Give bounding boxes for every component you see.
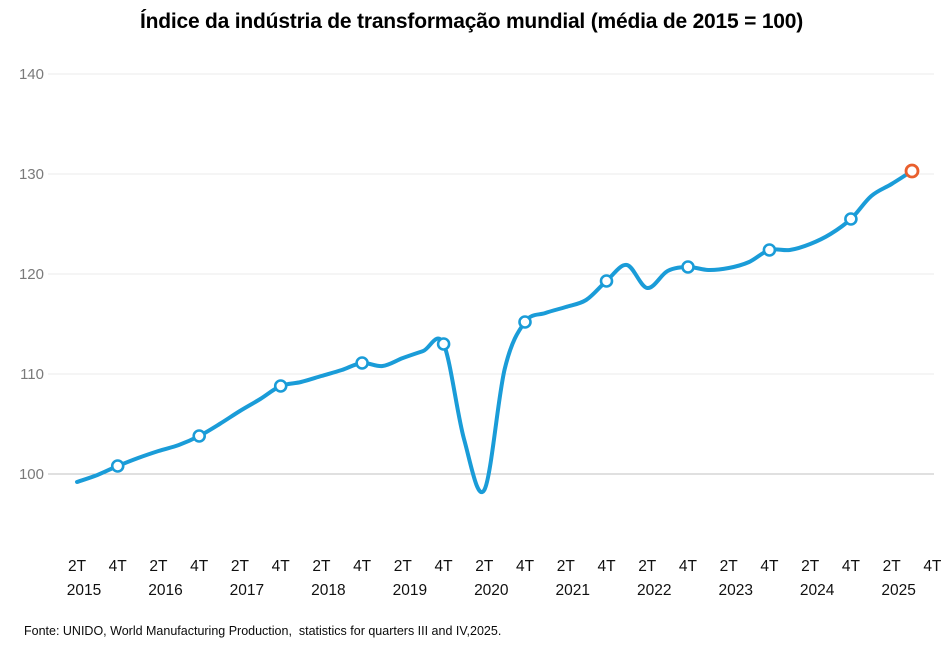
x-axis-quarter-label: 2T	[557, 558, 576, 575]
x-axis-quarter-label: 4T	[760, 558, 779, 575]
y-axis-tick-label: 140	[19, 66, 44, 83]
x-axis-year-label: 2017	[230, 582, 264, 599]
x-axis-quarter-label: 2T	[394, 558, 413, 575]
x-axis-year-label: 2023	[718, 582, 752, 599]
x-axis-quarter-label: 4T	[516, 558, 535, 575]
x-axis-year-label: 2024	[800, 582, 835, 599]
x-axis-year-label: 2016	[148, 582, 182, 599]
x-axis-quarter-label: 4T	[842, 558, 861, 575]
quarter-data-point-marker	[436, 337, 451, 351]
x-axis-quarter-label: 2T	[312, 558, 331, 575]
y-axis-tick-label: 110	[20, 366, 44, 383]
quarter-data-point-marker	[762, 243, 777, 257]
source-note: Fonte: UNIDO, World Manufacturing Produc…	[24, 624, 502, 638]
x-axis-year-label: 2022	[637, 582, 671, 599]
y-axis-tick-label: 100	[19, 466, 44, 483]
x-axis-quarter-label: 4T	[353, 558, 372, 575]
x-axis-quarter-label: 2T	[801, 558, 820, 575]
x-axis-quarter-label: 4T	[190, 558, 209, 575]
quarter-data-point-marker	[518, 315, 532, 329]
x-axis-quarter-label: 2T	[68, 558, 87, 575]
y-axis-tick-label: 120	[19, 266, 44, 283]
x-axis-quarter-label: 4T	[923, 558, 942, 575]
quarter-data-point-marker	[273, 379, 288, 393]
x-axis-quarter-label: 2T	[883, 558, 902, 575]
quarter-data-point-marker	[192, 429, 206, 443]
index-line-series	[75, 169, 914, 495]
x-axis-quarter-label: 4T	[435, 558, 454, 575]
x-axis-quarter-label: 4T	[109, 558, 128, 575]
x-axis-quarter-label: 2T	[149, 558, 168, 575]
x-axis-year-label: 2021	[556, 582, 590, 599]
x-axis-quarter-label: 4T	[272, 558, 291, 575]
quarter-data-point-marker	[110, 459, 125, 473]
x-axis-year-label: 2018	[311, 582, 345, 599]
quarter-data-point-marker	[599, 274, 614, 288]
latest-estimate-marker	[904, 163, 920, 179]
x-axis-quarter-label: 4T	[597, 558, 616, 575]
chart-title: Índice da indústria de transformação mun…	[139, 10, 804, 33]
x-axis-quarter-label: 2T	[638, 558, 657, 575]
x-axis-quarter-label: 2T	[231, 558, 250, 575]
quarter-data-point-marker	[355, 356, 369, 370]
x-axis-year-label: 2019	[393, 582, 427, 599]
x-axis-year-label: 2025	[881, 582, 915, 599]
quarter-data-point-marker	[844, 212, 858, 226]
y-axis-tick-label: 130	[19, 166, 44, 183]
x-axis-quarter-label: 2T	[720, 558, 739, 575]
x-axis-quarter-label: 2T	[475, 558, 494, 575]
x-axis-year-label: 2015	[67, 582, 101, 599]
quarter-data-point-marker	[681, 260, 695, 274]
x-axis-quarter-label: 4T	[679, 558, 698, 575]
x-axis-year-label: 2020	[474, 582, 509, 599]
